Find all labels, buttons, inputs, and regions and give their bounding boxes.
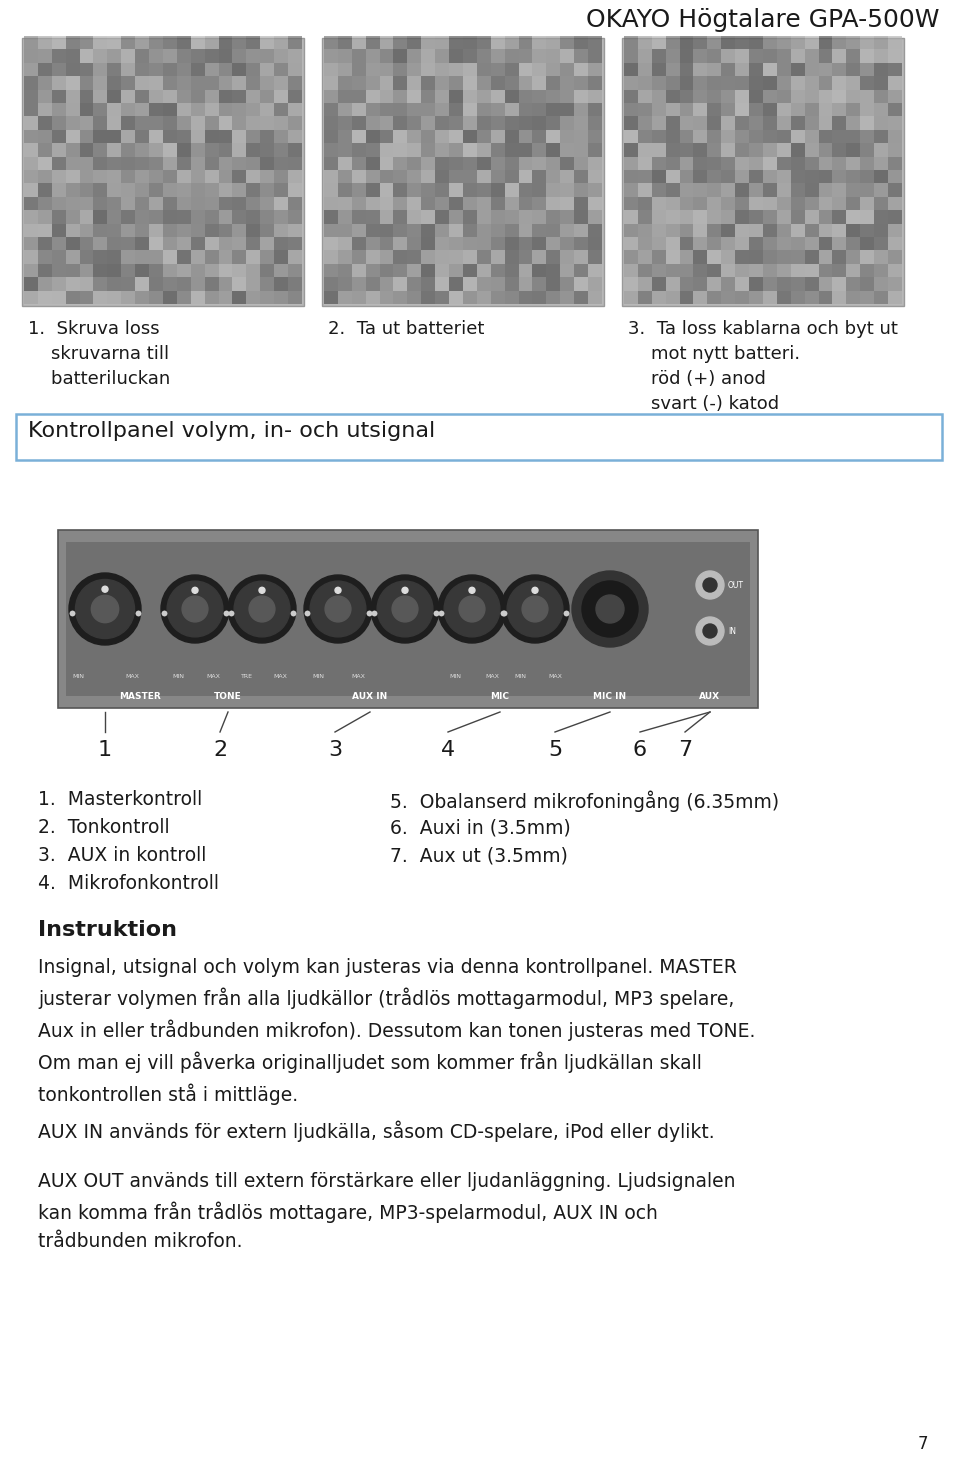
Circle shape [532, 588, 538, 594]
Circle shape [696, 572, 724, 599]
Text: TRE: TRE [241, 674, 253, 678]
Circle shape [469, 588, 475, 594]
Text: 1.  Masterkontroll: 1. Masterkontroll [38, 789, 203, 808]
Circle shape [325, 596, 351, 621]
Text: 5.  Obalanserd mikrofoningång (6.35mm): 5. Obalanserd mikrofoningång (6.35mm) [390, 789, 780, 811]
Text: MASTER: MASTER [119, 692, 161, 700]
Bar [58, 531, 758, 708]
Text: 3.  AUX in kontroll: 3. AUX in kontroll [38, 846, 206, 866]
Text: 2: 2 [213, 740, 228, 760]
Bar [622, 38, 904, 306]
Text: MIN: MIN [312, 674, 324, 678]
Circle shape [335, 588, 341, 594]
Circle shape [703, 577, 717, 592]
Circle shape [234, 580, 290, 637]
Text: Insignal, utsignal och volym kan justeras via denna kontrollpanel. MASTER
juster: Insignal, utsignal och volym kan justera… [38, 958, 756, 1105]
Circle shape [259, 588, 265, 594]
Text: 7: 7 [678, 740, 692, 760]
Text: MIC IN: MIC IN [593, 692, 627, 700]
Circle shape [438, 575, 506, 643]
Circle shape [582, 580, 638, 637]
Text: Kontrollpanel volym, in- och utsignal: Kontrollpanel volym, in- och utsignal [28, 421, 435, 442]
Circle shape [192, 588, 198, 594]
Text: MIN: MIN [514, 674, 526, 678]
Text: MIC: MIC [491, 692, 510, 700]
Text: MIN: MIN [449, 674, 461, 678]
Text: 6: 6 [633, 740, 647, 760]
Circle shape [392, 596, 418, 621]
Text: 1.  Skruva loss
    skruvarna till
    batteriluckan: 1. Skruva loss skruvarna till batteriluc… [28, 320, 170, 387]
Text: 1: 1 [98, 740, 112, 760]
Circle shape [572, 572, 648, 648]
Circle shape [596, 595, 624, 623]
Circle shape [69, 573, 141, 645]
Text: OKAYO Högtalare GPA-500W: OKAYO Högtalare GPA-500W [587, 7, 940, 32]
Circle shape [249, 596, 275, 621]
Circle shape [501, 575, 569, 643]
Circle shape [377, 580, 433, 637]
Text: 4.  Mikrofonkontroll: 4. Mikrofonkontroll [38, 874, 219, 893]
Text: 5: 5 [548, 740, 563, 760]
Text: MAX: MAX [125, 674, 139, 678]
Circle shape [76, 579, 134, 639]
Circle shape [167, 580, 223, 637]
Text: 7: 7 [918, 1436, 928, 1453]
Text: 2.  Tonkontroll: 2. Tonkontroll [38, 819, 170, 838]
Circle shape [696, 617, 724, 645]
Text: MAX: MAX [206, 674, 220, 678]
Circle shape [228, 575, 296, 643]
Text: AUX IN används för extern ljudkälla, såsom CD-spelare, iPod eller dylikt.: AUX IN används för extern ljudkälla, sås… [38, 1120, 714, 1142]
Text: MIN: MIN [72, 674, 84, 678]
Text: 7.  Aux ut (3.5mm): 7. Aux ut (3.5mm) [390, 846, 568, 866]
Text: TONE: TONE [214, 692, 242, 700]
Text: 4: 4 [441, 740, 455, 760]
Text: MAX: MAX [273, 674, 287, 678]
Text: OUT: OUT [728, 580, 744, 589]
Circle shape [161, 575, 229, 643]
Circle shape [91, 595, 119, 623]
Circle shape [402, 588, 408, 594]
Text: MAX: MAX [351, 674, 365, 678]
Circle shape [522, 596, 548, 621]
Text: 3.  Ta loss kablarna och byt ut
    mot nytt batteri.
    röd (+) anod
    svart: 3. Ta loss kablarna och byt ut mot nytt … [628, 320, 898, 412]
Bar [16, 414, 942, 461]
Text: 2.  Ta ut batteriet: 2. Ta ut batteriet [328, 320, 485, 338]
Circle shape [444, 580, 500, 637]
Text: Instruktion: Instruktion [38, 920, 177, 940]
Text: MIN: MIN [172, 674, 184, 678]
Circle shape [182, 596, 208, 621]
Text: IN: IN [728, 627, 736, 636]
Circle shape [304, 575, 372, 643]
Circle shape [507, 580, 563, 637]
Text: 3: 3 [328, 740, 342, 760]
Text: AUX: AUX [700, 692, 721, 700]
Bar [66, 542, 750, 696]
Text: MAX: MAX [485, 674, 499, 678]
Circle shape [459, 596, 485, 621]
Circle shape [310, 580, 366, 637]
Text: MAX: MAX [548, 674, 562, 678]
Bar [322, 38, 604, 306]
Circle shape [102, 586, 108, 592]
Text: 6.  Auxi in (3.5mm): 6. Auxi in (3.5mm) [390, 819, 571, 838]
Text: AUX IN: AUX IN [352, 692, 388, 700]
Text: AUX OUT används till extern förstärkare eller ljudanläggning. Ljudsignalen
kan k: AUX OUT används till extern förstärkare … [38, 1173, 735, 1251]
Circle shape [703, 624, 717, 637]
Bar [22, 38, 304, 306]
Circle shape [371, 575, 439, 643]
